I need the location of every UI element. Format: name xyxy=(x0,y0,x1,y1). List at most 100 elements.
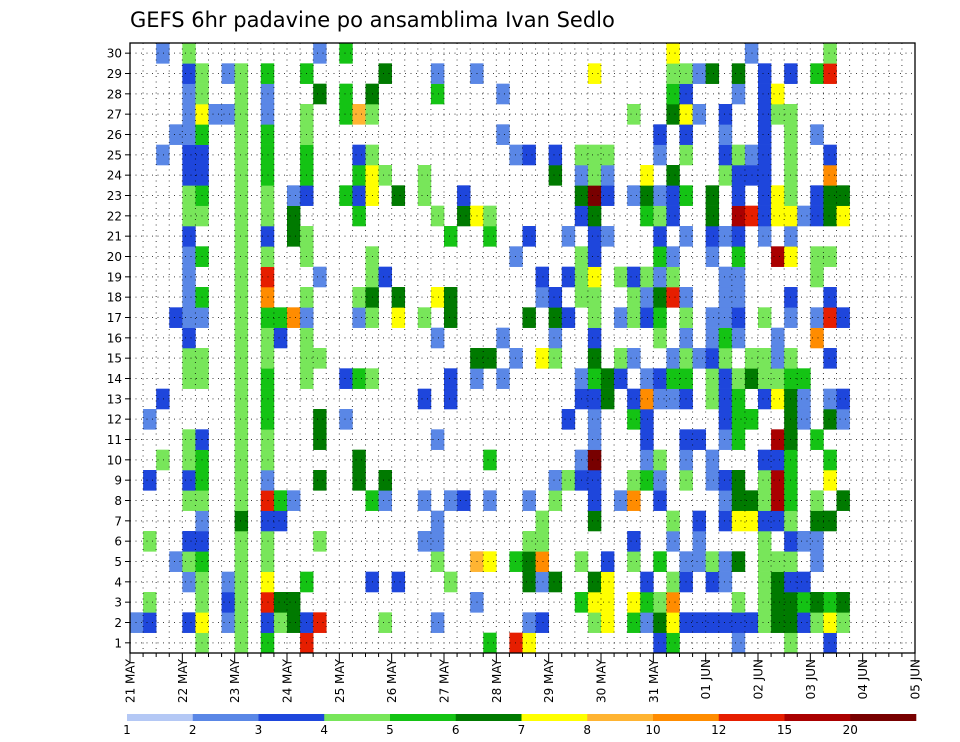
heatmap-cell xyxy=(718,327,733,349)
legend-swatch xyxy=(718,714,785,721)
heatmap-cell xyxy=(444,490,458,511)
heatmap-cell xyxy=(143,592,157,613)
chart-title: GEFS 6hr padavine po ansamblima Ivan Sed… xyxy=(130,8,615,32)
heatmap-cell xyxy=(640,592,654,613)
legend-swatch xyxy=(390,714,457,721)
heatmap-cell xyxy=(771,490,785,511)
heatmap-cell xyxy=(653,144,667,166)
x-tick-label: 02 JUN xyxy=(752,659,766,699)
heatmap-cell xyxy=(143,470,157,491)
heatmap-cell xyxy=(182,531,196,552)
heatmap-cell xyxy=(522,571,536,593)
y-tick-label: 5 xyxy=(114,555,122,569)
y-tick-label: 20 xyxy=(107,250,122,264)
heatmap-cell xyxy=(705,612,720,633)
heatmap-cell xyxy=(666,43,680,64)
legend-label: 1 xyxy=(123,723,131,737)
heatmap-cell xyxy=(444,307,458,328)
heatmap-cell xyxy=(718,307,733,328)
heatmap-cell xyxy=(182,144,196,166)
heatmap-cell xyxy=(352,368,366,389)
heatmap-cell xyxy=(234,205,249,227)
y-tick-label: 30 xyxy=(107,47,122,61)
legend-label: 6 xyxy=(452,723,460,737)
heatmap-cell xyxy=(718,612,733,633)
heatmap-cell xyxy=(587,470,602,491)
heatmap-cell xyxy=(182,287,196,308)
heatmap-cell xyxy=(522,490,536,511)
heatmap-cell xyxy=(430,612,445,633)
heatmap-cell xyxy=(718,368,733,389)
heatmap-cell xyxy=(771,83,785,105)
heatmap-cell xyxy=(234,470,249,491)
heatmap-cell xyxy=(587,348,602,369)
heatmap-cell xyxy=(614,368,628,389)
legend-swatch xyxy=(258,714,325,721)
heatmap-cell xyxy=(548,144,563,166)
x-tick-label: 21 MAY xyxy=(124,658,138,703)
legend-label: 3 xyxy=(255,723,263,737)
heatmap-cell xyxy=(234,104,249,125)
heatmap-cell xyxy=(731,510,746,532)
heatmap-cell xyxy=(797,612,811,633)
heatmap-cell xyxy=(810,307,824,328)
heatmap-cell xyxy=(640,307,654,328)
heatmap-cell xyxy=(378,63,392,84)
heatmap-cell xyxy=(705,470,720,491)
heatmap-cell xyxy=(601,226,615,247)
heatmap-cell xyxy=(614,266,628,288)
heatmap-cell xyxy=(509,348,523,369)
heatmap-cell xyxy=(666,83,680,105)
heatmap-cell xyxy=(234,571,249,593)
heatmap-cell xyxy=(810,612,824,633)
heatmap-cell xyxy=(417,531,432,552)
heatmap-cell xyxy=(771,429,785,450)
heatmap-cell xyxy=(156,43,170,64)
heatmap-cell xyxy=(810,266,824,288)
y-tick-label: 24 xyxy=(107,169,122,183)
heatmap-cell xyxy=(758,348,772,369)
heatmap-cell xyxy=(705,63,720,84)
heatmap-cell xyxy=(731,551,746,572)
heatmap-cell xyxy=(234,510,249,532)
heatmap-cell xyxy=(758,205,772,227)
heatmap-cell xyxy=(810,490,824,511)
heatmap-cell xyxy=(666,612,680,633)
heatmap-cell xyxy=(391,185,406,206)
heatmap-cell xyxy=(182,490,196,511)
heatmap-cell xyxy=(587,612,602,633)
heatmap-cell xyxy=(339,409,353,430)
heatmap-cell xyxy=(692,531,706,552)
heatmap-cell xyxy=(810,551,824,572)
heatmap-cell xyxy=(601,165,615,186)
y-tick-label: 9 xyxy=(114,474,122,488)
heatmap-cell xyxy=(692,63,706,84)
legend-swatch xyxy=(784,714,851,721)
heatmap-cell xyxy=(666,63,680,84)
heatmap-cell xyxy=(561,226,576,247)
legend-swatch xyxy=(850,714,917,721)
heatmap-cell xyxy=(182,307,196,328)
heatmap-cell xyxy=(614,490,628,511)
heatmap-cell xyxy=(823,185,837,206)
heatmap-cell xyxy=(378,165,392,186)
heatmap-cell xyxy=(653,327,667,349)
legend-swatch xyxy=(192,714,259,721)
heatmap-cell xyxy=(287,592,301,613)
heatmap-cell xyxy=(522,531,536,552)
heatmap-cell xyxy=(771,246,785,267)
y-tick-label: 14 xyxy=(107,372,122,386)
heatmap-cell xyxy=(823,307,837,328)
heatmap-cell xyxy=(601,612,615,633)
heatmap-cell xyxy=(273,307,288,328)
heatmap-cell xyxy=(627,470,641,491)
heatmap-cell xyxy=(810,592,824,613)
heatmap-cell xyxy=(430,429,445,450)
heatmap-cell xyxy=(653,205,667,227)
y-tick-label: 7 xyxy=(114,514,122,528)
heatmap-cell xyxy=(182,83,196,105)
heatmap-cell xyxy=(430,327,445,349)
heatmap-cell xyxy=(836,185,850,206)
heatmap-cell xyxy=(601,144,615,166)
heatmap-cell xyxy=(182,612,196,633)
